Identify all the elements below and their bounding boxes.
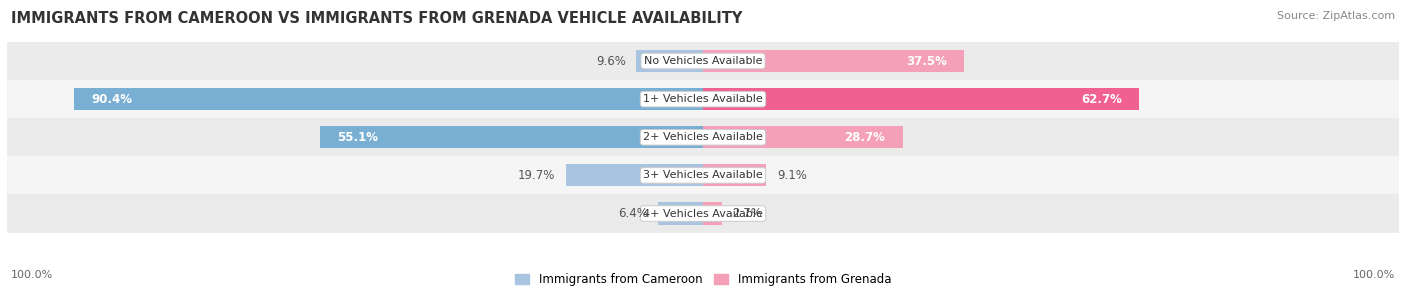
Bar (75, 88, 703, 110)
Bar (703, 50, 965, 72)
Bar (565, 164, 703, 186)
Bar (703, 88, 1139, 110)
Text: 19.7%: 19.7% (517, 169, 555, 182)
Text: 2+ Vehicles Available: 2+ Vehicles Available (643, 132, 763, 142)
Text: 1+ Vehicles Available: 1+ Vehicles Available (643, 94, 763, 104)
Text: 37.5%: 37.5% (905, 55, 946, 67)
Bar (658, 202, 703, 225)
Text: 6.4%: 6.4% (619, 207, 648, 220)
Bar (703, 164, 766, 186)
Text: 2.7%: 2.7% (733, 207, 762, 220)
Text: 3+ Vehicles Available: 3+ Vehicles Available (643, 170, 763, 180)
Text: 9.6%: 9.6% (596, 55, 626, 67)
Text: 62.7%: 62.7% (1081, 93, 1122, 106)
Text: 100.0%: 100.0% (1353, 270, 1395, 280)
Bar (7, 156, 1399, 194)
Bar (636, 50, 703, 72)
Bar (703, 202, 721, 225)
Text: No Vehicles Available: No Vehicles Available (644, 56, 762, 66)
Bar (7, 118, 1399, 156)
Bar (703, 126, 903, 148)
Text: 90.4%: 90.4% (91, 93, 132, 106)
Text: IMMIGRANTS FROM CAMEROON VS IMMIGRANTS FROM GRENADA VEHICLE AVAILABILITY: IMMIGRANTS FROM CAMEROON VS IMMIGRANTS F… (11, 11, 742, 26)
Bar (7, 80, 1399, 118)
Bar (7, 42, 1399, 80)
Text: 28.7%: 28.7% (845, 131, 886, 144)
Bar (7, 194, 1399, 233)
Text: 9.1%: 9.1% (776, 169, 807, 182)
Legend: Immigrants from Cameroon, Immigrants from Grenada: Immigrants from Cameroon, Immigrants fro… (510, 268, 896, 286)
Text: 100.0%: 100.0% (11, 270, 53, 280)
Text: 4+ Vehicles Available: 4+ Vehicles Available (643, 208, 763, 219)
Text: Source: ZipAtlas.com: Source: ZipAtlas.com (1277, 11, 1395, 21)
Bar (319, 126, 703, 148)
Text: 55.1%: 55.1% (337, 131, 378, 144)
